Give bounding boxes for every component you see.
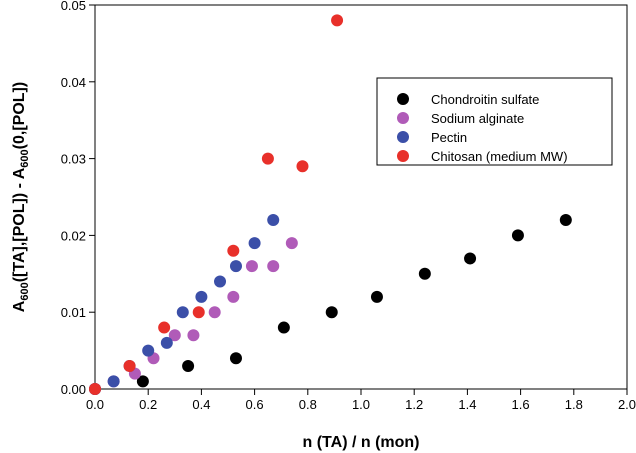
legend-entry: Sodium alginate [431,111,524,126]
legend-entry: Chitosan (medium MW) [431,149,568,164]
legend-entry: Chondroitin sulfate [431,92,539,107]
data-point [214,275,227,288]
data-point [187,329,200,342]
data-point [176,306,189,319]
data-point [182,359,195,372]
legend-marker [397,131,409,143]
y-axis-label-sub-2: 600 [19,149,31,167]
y-tick-label: 0.00 [61,382,86,397]
data-point [123,359,136,372]
x-axis-label: n (TA) / n (mon) [303,434,420,451]
y-tick-label: 0.05 [61,0,86,13]
legend-items: Chondroitin sulfate Sodium alginate Pectin… [397,92,568,164]
legend: Chondroitin sulfate Sodium alginate Pectin… [376,77,613,166]
data-point [325,306,338,319]
y-tick-label: 0.04 [61,75,86,90]
data-points [89,14,572,395]
data-point [370,290,383,303]
data-point [267,214,280,227]
data-point [227,244,240,257]
data-point [195,290,208,303]
y-tick-label: 0.03 [61,152,86,167]
x-tick-label: 0.8 [299,397,317,412]
svg-text:A600([TA],[POL]) - A600(0,[POL: A600([TA],[POL]) - A600(0,[POL]) [11,82,31,312]
data-point [559,214,572,227]
data-point [245,260,258,273]
x-tick-label: 1.2 [405,397,423,412]
x-tick-label: 1.6 [512,397,530,412]
x-tick-label: 1.8 [565,397,583,412]
legend-box [376,77,613,166]
y-tick-label: 0.02 [61,228,86,243]
data-point [227,290,240,303]
x-tick-label: 0.6 [246,397,264,412]
legend-marker [397,150,409,162]
y-axis-label-sub-1: 600 [19,282,31,300]
y-axis-label-mid: ([TA],[POL]) - A [11,167,28,282]
data-point [168,329,181,342]
data-point [464,252,477,265]
data-point [418,267,431,280]
data-point [192,306,205,319]
data-point [160,336,173,349]
y-axis-label-end: (0,[POL]) [11,82,28,150]
data-point [158,321,171,334]
data-point [285,237,298,250]
data-point [107,375,120,388]
x-axis-title: n (TA) / n (mon) [303,434,420,451]
legend-marker [397,93,409,105]
x-tick-label: 2.0 [618,397,636,412]
y-tick-label: 0.01 [61,305,86,320]
data-point [89,383,101,395]
legend-marker [397,112,409,124]
axis-ticks: 0.0 0.2 0.4 0.6 0.8 1.0 1.2 1.4 1.6 1.8 2.0 0.00 0.0… [61,0,636,412]
y-axis-label-a: A [11,300,28,312]
data-point [142,344,155,357]
data-point [296,160,309,173]
data-point [267,260,280,273]
data-point [277,321,290,334]
data-point [331,14,344,27]
x-tick-label: 1.4 [458,397,476,412]
data-point [229,352,242,365]
x-tick-label: 0.4 [192,397,210,412]
x-tick-label: 1.0 [352,397,370,412]
data-point [261,152,274,165]
x-tick-label: 0.0 [86,397,104,412]
legend-entry: Pectin [431,130,467,145]
y-axis-title: A600([TA],[POL]) - A600(0,[POL]) [11,82,31,312]
data-point [229,260,242,273]
data-point [136,375,149,388]
data-point [208,306,221,319]
data-point [511,229,524,242]
data-point [248,237,261,250]
x-tick-label: 0.2 [139,397,157,412]
